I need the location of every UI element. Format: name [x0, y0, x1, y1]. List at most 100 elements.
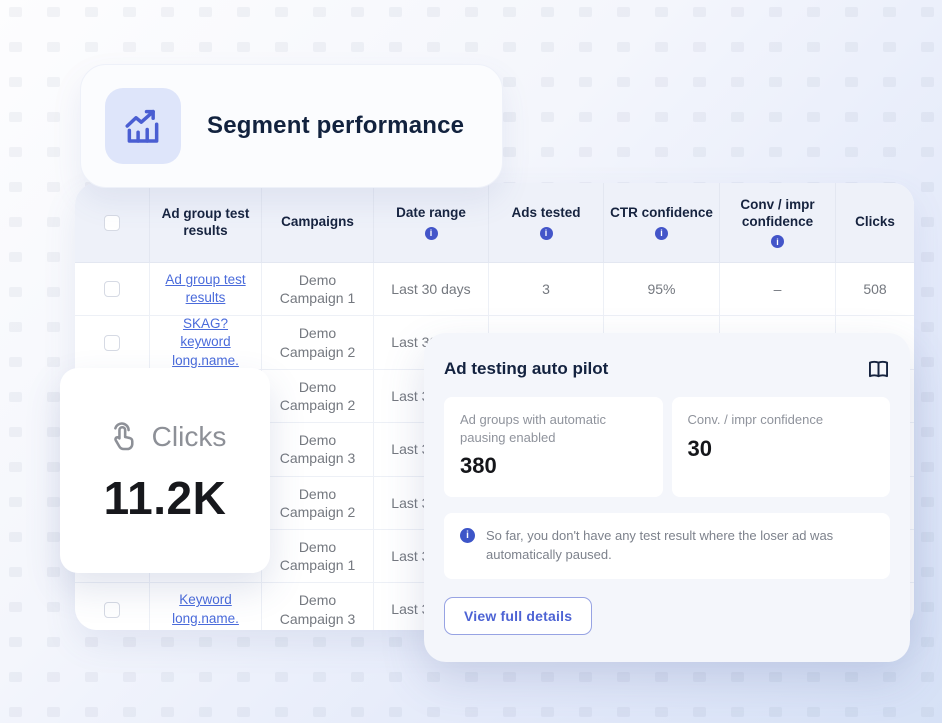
stat-label: Ad groups with automatic pausing enabled [460, 412, 606, 445]
background-grid-square [47, 707, 60, 717]
background-grid-square [9, 567, 22, 577]
book-icon[interactable] [867, 360, 890, 379]
cell-campaign: Demo Campaign 2 [262, 316, 374, 369]
background-grid-square [617, 112, 630, 122]
background-grid-square [769, 147, 782, 157]
cell-value: Demo Campaign 2 [279, 325, 356, 360]
background-grid-square [769, 112, 782, 122]
background-grid-square [47, 322, 60, 332]
background-grid-square [617, 77, 630, 87]
header-cell: Conv / impr confidence i [720, 183, 836, 262]
cell-campaign: Demo Campaign 3 [262, 423, 374, 476]
column-label: CTR confidence [610, 205, 713, 221]
row-checkbox-cell [75, 316, 150, 369]
background-grid-square [351, 707, 364, 717]
header-cell: Campaigns [262, 183, 374, 262]
background-grid-square [807, 7, 820, 17]
ad-group-link-cell: SKAG? keyword long.name. [150, 316, 262, 369]
cell-value: Demo Campaign 1 [279, 538, 356, 574]
cell-value: 508 [863, 281, 887, 298]
table-header-row: Ad group test results Campaigns Date range… [75, 183, 914, 263]
background-grid-square [9, 112, 22, 122]
background-grid-square [503, 77, 516, 87]
background-grid-square [47, 462, 60, 472]
column-label: Ads tested [511, 205, 581, 221]
background-grid-square [845, 42, 858, 52]
ad-group-link[interactable]: Keyword long.name. [172, 592, 239, 626]
background-grid-square [807, 112, 820, 122]
background-grid-square [921, 672, 934, 682]
background-grid-square [123, 672, 136, 682]
background-grid-square [731, 147, 744, 157]
background-grid-square [541, 147, 554, 157]
info-icon[interactable]: i [771, 235, 784, 249]
background-grid-square [503, 672, 516, 682]
tap-icon [104, 416, 140, 457]
background-grid-square [47, 252, 60, 262]
ad-group-link-cell: Keyword long.name. [150, 583, 262, 630]
background-grid-square [541, 112, 554, 122]
background-grid-square [883, 7, 896, 17]
background-grid-square [845, 112, 858, 122]
autopilot-stats: Ad groups with automatic pausing enabled… [444, 397, 890, 497]
select-all-checkbox[interactable] [104, 214, 120, 231]
background-grid-square [351, 42, 364, 52]
trend-chart-icon [105, 88, 181, 164]
background-grid-square [655, 77, 668, 87]
cell-value: Demo Campaign 3 [279, 432, 356, 467]
background-grid-square [9, 637, 22, 647]
info-icon[interactable]: i [424, 226, 438, 240]
background-grid-square [9, 252, 22, 262]
clicks-metric-card: Clicks 11.2K [60, 368, 270, 573]
background-grid-square [541, 77, 554, 87]
background-grid-square [503, 112, 516, 122]
background-grid-square [693, 707, 706, 717]
background-grid-square [9, 462, 22, 472]
background-grid-square [579, 7, 592, 17]
ad-group-link[interactable]: Ad group test results [165, 271, 246, 306]
background-grid-square [275, 637, 288, 647]
row-checkbox[interactable] [104, 601, 120, 618]
background-grid-square [465, 7, 478, 17]
background-grid-square [465, 672, 478, 682]
background-grid-square [47, 567, 60, 577]
background-grid-square [655, 42, 668, 52]
background-grid-square [921, 77, 934, 87]
background-grid-square [47, 392, 60, 402]
background-grid-square [161, 42, 174, 52]
row-checkbox[interactable] [104, 281, 120, 298]
row-checkbox[interactable] [104, 334, 120, 351]
clicks-value: 11.2K [103, 472, 227, 524]
column-label: Campaigns [281, 214, 354, 230]
background-grid-square [845, 707, 858, 717]
background-grid-square [883, 707, 896, 717]
info-icon[interactable]: i [655, 226, 668, 240]
background-grid-square [47, 77, 60, 87]
background-grid-square [579, 147, 592, 157]
background-grid-square [921, 182, 934, 192]
background-grid-square [47, 427, 60, 437]
background-grid-square [693, 42, 706, 52]
info-icon[interactable]: i [539, 226, 553, 240]
background-grid-square [85, 707, 98, 717]
background-grid-square [237, 707, 250, 717]
background-grid-square [883, 77, 896, 87]
background-grid-square [9, 357, 22, 367]
background-grid-square [921, 497, 934, 507]
background-grid-square [237, 637, 250, 647]
background-grid-square [655, 672, 668, 682]
background-grid-square [123, 7, 136, 17]
background-grid-square [807, 672, 820, 682]
background-grid-square [9, 707, 22, 717]
background-grid-square [389, 672, 402, 682]
autopilot-stat-card: Ad groups with automatic pausing enabled… [444, 397, 663, 497]
background-grid-square [9, 147, 22, 157]
background-grid-square [579, 672, 592, 682]
ad-group-link[interactable]: SKAG? keyword long.name. [172, 316, 239, 368]
background-grid-square [47, 217, 60, 227]
background-grid-square [237, 672, 250, 682]
background-grid-square [47, 7, 60, 17]
view-full-details-button[interactable]: View full details [444, 596, 593, 635]
background-grid-square [845, 672, 858, 682]
